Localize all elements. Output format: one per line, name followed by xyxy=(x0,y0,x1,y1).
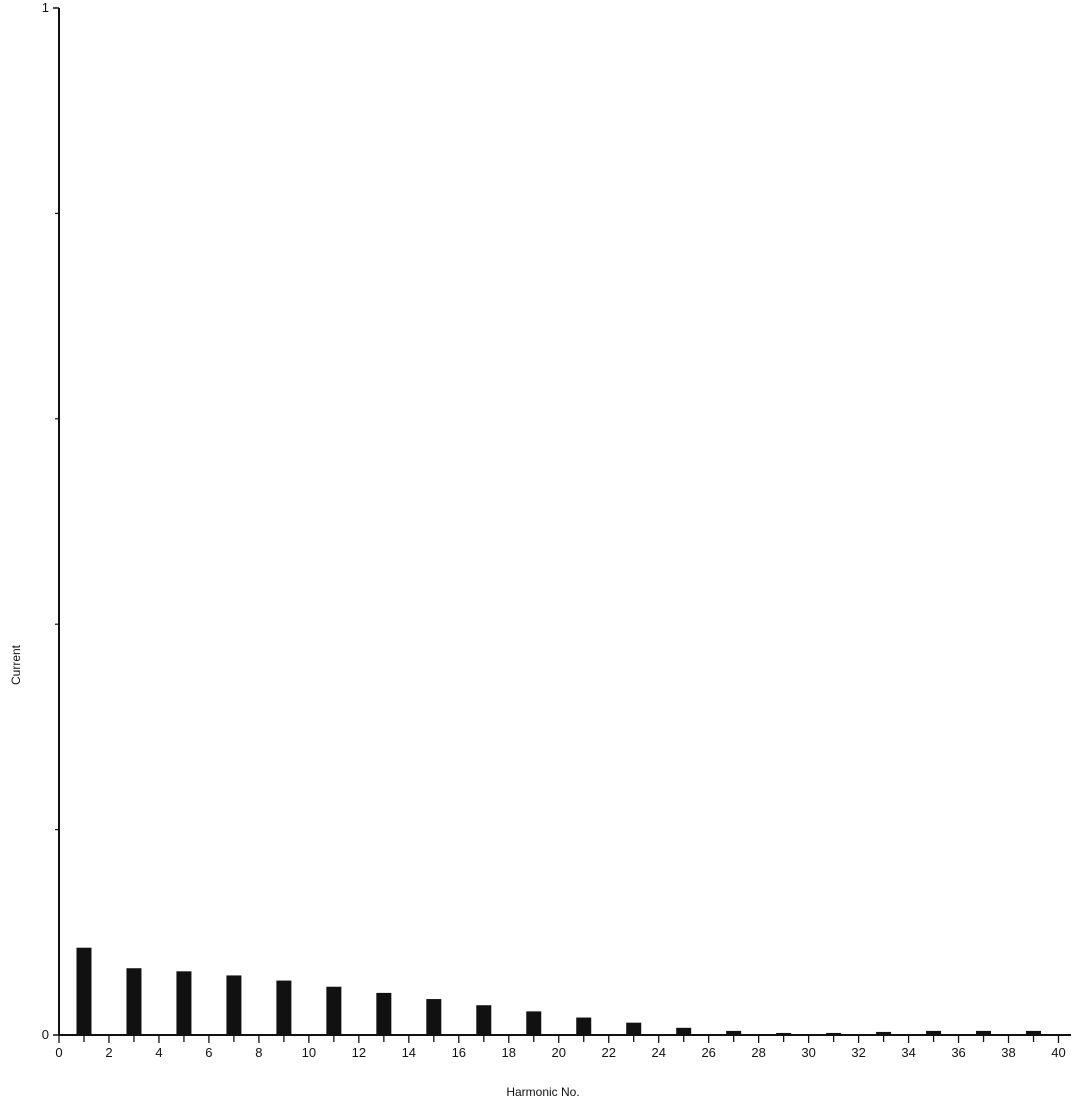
bar-harmonic-39 xyxy=(1026,1030,1042,1035)
bar-harmonic-21 xyxy=(576,1017,592,1035)
bar-harmonic-13 xyxy=(376,992,392,1035)
bar-harmonic-1 xyxy=(76,947,92,1035)
bar-harmonic-35 xyxy=(926,1030,942,1035)
x-tick-label-26: 26 xyxy=(701,1045,715,1060)
bar-harmonic-27 xyxy=(726,1030,742,1035)
bar-harmonic-37 xyxy=(976,1030,992,1035)
bar-harmonic-19 xyxy=(526,1011,542,1035)
bar-harmonic-9 xyxy=(276,980,292,1035)
x-tick-label-4: 4 xyxy=(155,1045,162,1060)
bar-harmonic-3 xyxy=(126,968,142,1035)
bar-harmonic-31 xyxy=(826,1032,842,1035)
bar-harmonic-25 xyxy=(676,1027,692,1035)
bar-harmonic-33 xyxy=(876,1031,892,1035)
x-tick-label-40: 40 xyxy=(1051,1045,1065,1060)
bar-harmonic-17 xyxy=(476,1005,492,1035)
x-tick-label-32: 32 xyxy=(851,1045,865,1060)
x-tick-label-34: 34 xyxy=(901,1045,915,1060)
x-tick-label-20: 20 xyxy=(552,1045,566,1060)
bars xyxy=(76,947,1042,1035)
y-tick-label-1: 1 xyxy=(42,0,49,15)
x-axis-label: Harmonic No. xyxy=(506,1085,579,1099)
x-axis: 0 2 4 6 8 10 12 14 16 18 20 22 24 26 28 30 32 34 36 38 40 xyxy=(55,1034,1071,1060)
bar-harmonic-7 xyxy=(226,975,242,1035)
x-tick-label-2: 2 xyxy=(105,1045,112,1060)
x-tick-label-36: 36 xyxy=(951,1045,965,1060)
x-tick-label-24: 24 xyxy=(651,1045,665,1060)
x-tick-label-18: 18 xyxy=(502,1045,516,1060)
y-tick-label-0: 0 xyxy=(42,1027,49,1042)
x-tick-label-28: 28 xyxy=(751,1045,765,1060)
bar-harmonic-15 xyxy=(426,999,442,1035)
bar-harmonic-29 xyxy=(776,1032,792,1035)
x-tick-label-16: 16 xyxy=(452,1045,466,1060)
y-axis: 01 xyxy=(42,0,60,1042)
x-tick-label-6: 6 xyxy=(205,1045,212,1060)
x-tick-label-30: 30 xyxy=(801,1045,815,1060)
bar-harmonic-11 xyxy=(326,986,342,1035)
y-axis-label: Current xyxy=(9,644,23,685)
x-tick-label-14: 14 xyxy=(402,1045,416,1060)
x-tick-label-8: 8 xyxy=(255,1045,262,1060)
x-tick-label-0: 0 xyxy=(55,1045,62,1060)
x-tick-label-22: 22 xyxy=(601,1045,615,1060)
x-tick-label-38: 38 xyxy=(1001,1045,1015,1060)
x-tick-label-10: 10 xyxy=(302,1045,316,1060)
x-tick-label-12: 12 xyxy=(352,1045,366,1060)
bar-harmonic-23 xyxy=(626,1022,642,1035)
bar-harmonic-5 xyxy=(176,971,192,1035)
